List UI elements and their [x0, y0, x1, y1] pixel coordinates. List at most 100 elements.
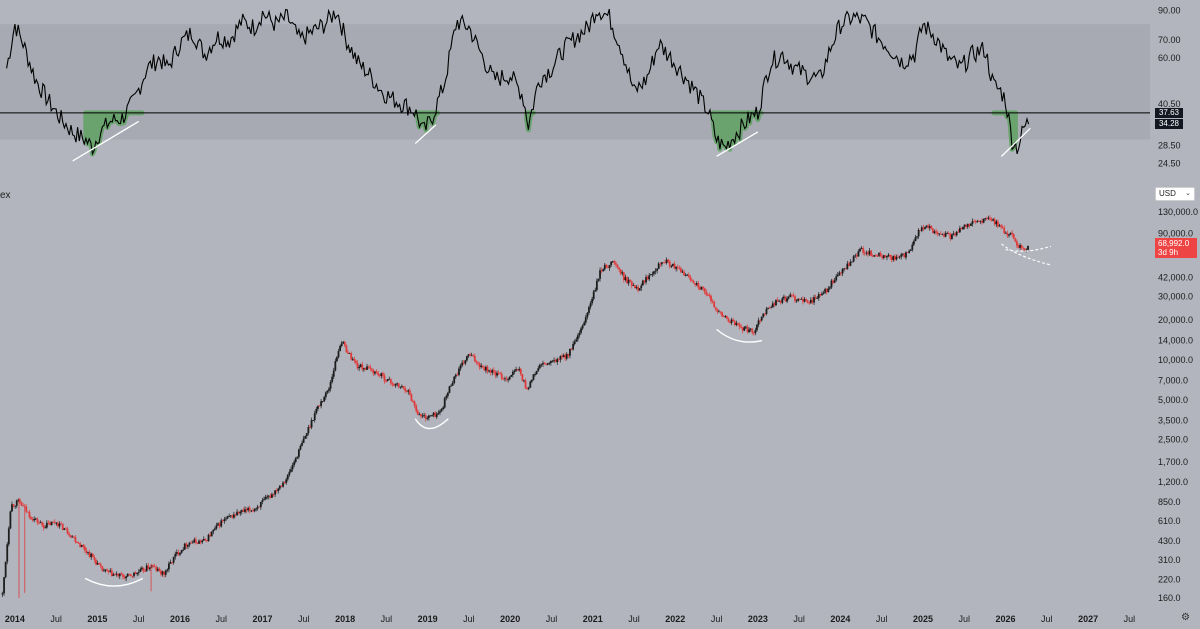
price-candle	[255, 508, 257, 510]
price-candle	[713, 301, 716, 308]
price-candle	[3, 577, 5, 594]
price-candle	[291, 465, 294, 470]
price-candle	[378, 375, 381, 377]
price-candle	[386, 379, 389, 381]
price-candle	[112, 574, 115, 576]
price-candle	[168, 563, 170, 570]
price-axis-tick: 610.0	[1158, 516, 1181, 526]
price-candle	[825, 288, 828, 293]
price-candle	[841, 269, 844, 274]
price-candle	[611, 261, 614, 262]
price-candle	[370, 368, 373, 370]
price-candle	[324, 392, 327, 398]
price-candle	[933, 231, 936, 234]
rsi-trendline	[716, 131, 759, 157]
price-candle	[358, 366, 361, 369]
price-axis-tick: 14,000.0	[1158, 336, 1193, 346]
price-candle	[142, 567, 145, 572]
price-candle	[573, 341, 576, 345]
price-candle	[887, 254, 890, 257]
price-candle	[107, 570, 110, 572]
price-candle	[212, 529, 215, 532]
price-candle	[874, 255, 877, 256]
price-candle	[936, 232, 939, 234]
price-candle	[768, 307, 771, 309]
price-candle	[6, 544, 9, 562]
price-candle	[832, 280, 834, 283]
price-candle	[939, 233, 942, 235]
gear-icon[interactable]: ⚙	[1181, 612, 1190, 623]
price-candle	[903, 253, 906, 258]
time-axis-tick: Jul	[133, 614, 145, 624]
price-candle	[31, 519, 34, 521]
price-arc	[716, 328, 763, 343]
price-candle	[166, 569, 169, 571]
price-candle	[941, 234, 944, 236]
price-candle	[492, 370, 495, 372]
price-candle	[359, 364, 362, 367]
price-candle	[36, 518, 39, 523]
time-axis-tick: 2023	[748, 614, 768, 624]
price-candle	[889, 254, 892, 257]
price-candle	[443, 398, 446, 408]
price-candle	[906, 252, 909, 254]
price-candle	[515, 369, 517, 371]
price-dashed-arc	[1005, 245, 1052, 252]
price-candle	[908, 250, 911, 253]
price-candle	[863, 252, 866, 254]
price-candle	[962, 226, 964, 230]
price-candle	[689, 277, 692, 280]
price-candle	[830, 280, 833, 288]
price-candle	[981, 220, 983, 223]
price-candle	[45, 522, 48, 528]
price-candle	[1019, 245, 1021, 248]
price-candle	[369, 366, 372, 369]
price-candle	[746, 326, 749, 332]
price-candle	[84, 546, 86, 551]
pane-label: ex	[0, 190, 11, 201]
time-axis-tick: 2025	[913, 614, 933, 624]
time-axis-tick: 2026	[996, 614, 1016, 624]
price-candle	[778, 300, 781, 302]
price-candle	[95, 559, 97, 565]
price-candle	[342, 341, 345, 344]
price-axis-tick: 42,000.0	[1158, 272, 1193, 282]
price-candle	[439, 411, 441, 413]
price-candle	[943, 234, 945, 237]
price-candle	[272, 494, 275, 496]
price-candle	[919, 230, 922, 231]
price-candle	[137, 572, 140, 573]
price-candle	[202, 539, 205, 541]
price-candle	[153, 566, 156, 568]
price-candle	[180, 549, 183, 553]
price-axis-tick: 3,500.0	[1158, 415, 1188, 425]
price-candle	[543, 362, 546, 364]
price-candle	[974, 221, 977, 223]
price-candle	[1011, 232, 1014, 235]
price-candle	[607, 267, 609, 269]
price-candle	[215, 525, 218, 529]
price-candle	[194, 539, 197, 543]
rsi-axis-tick: 60.00	[1158, 53, 1181, 63]
price-candle	[580, 328, 582, 333]
price-candle	[80, 544, 83, 547]
price-candle	[925, 225, 928, 228]
price-candle	[58, 523, 61, 527]
price-candle	[660, 262, 663, 265]
price-candle	[405, 390, 408, 392]
price-candle	[1001, 226, 1004, 229]
price-candle	[245, 509, 248, 511]
price-candle	[9, 511, 12, 529]
price-candle	[497, 372, 500, 374]
price-candle	[76, 541, 78, 543]
price-candle	[496, 372, 498, 376]
time-axis-tick: 2020	[500, 614, 520, 624]
price-candle	[722, 316, 725, 318]
currency-select[interactable]: USD ⌄	[1155, 187, 1195, 201]
price-candle	[128, 573, 131, 575]
time-axis-tick: 2024	[830, 614, 850, 624]
price-candle	[876, 255, 879, 257]
price-candle	[901, 253, 904, 255]
price-candle	[226, 516, 229, 519]
